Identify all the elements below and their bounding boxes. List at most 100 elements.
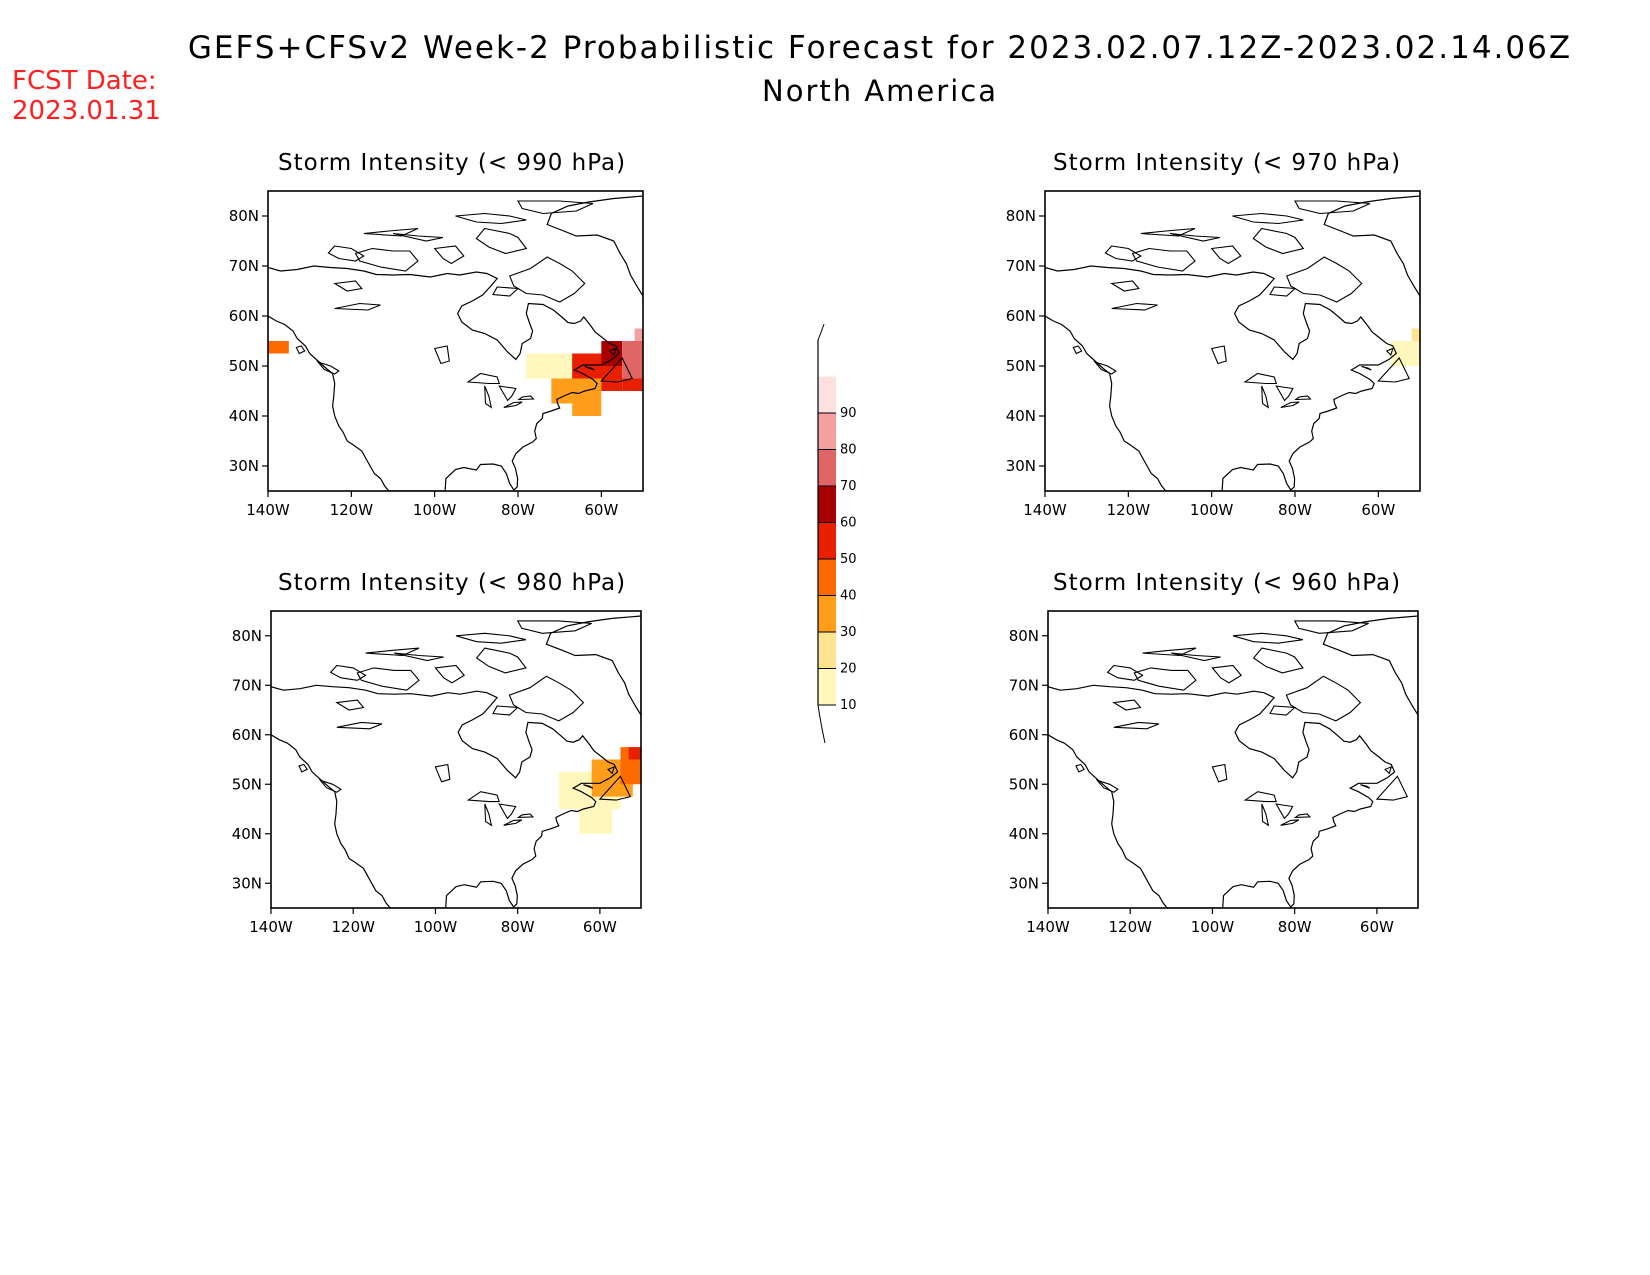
lake-outline — [1294, 395, 1312, 401]
lat-tick-label: 70N — [1006, 257, 1036, 275]
fcst-date-value: 2023.01.31 — [12, 96, 161, 126]
colorbar-top-arrow — [817, 323, 825, 341]
colorbar-label: 20 — [840, 662, 857, 677]
lake-outline — [503, 401, 523, 409]
island-outline — [1285, 675, 1362, 722]
colorbar-segment — [818, 522, 836, 559]
coastline — [268, 265, 621, 491]
panel-title-980: Storm Intensity (< 980 hPa) — [278, 570, 627, 596]
island-outline — [1361, 365, 1372, 371]
probability-cell — [551, 378, 602, 404]
island-outline — [1133, 667, 1197, 691]
lon-tick-label: 120W — [1108, 918, 1152, 936]
island-outline — [394, 652, 444, 662]
colorbar-segment — [818, 413, 836, 450]
island-outline — [584, 365, 595, 371]
lat-tick-label: 60N — [1009, 726, 1039, 744]
island-outline — [1142, 647, 1197, 657]
island-outline — [508, 256, 586, 303]
probability-cell — [628, 747, 641, 760]
fcst-date: FCST Date: 2023.01.31 — [12, 66, 161, 126]
colorbar-label: 70 — [840, 479, 857, 494]
island-outline — [508, 675, 585, 722]
island-outline — [1211, 664, 1243, 684]
lat-tick-label: 50N — [229, 357, 259, 375]
colorbar-segment — [818, 449, 836, 486]
map-panel: 80N 70N 60N 50N 40N 30N 140W 120W 100W 80W 60W — [229, 190, 644, 519]
lake-outline — [433, 345, 450, 365]
lat-tick-label: 60N — [229, 307, 259, 325]
lat-tick-label: 50N — [1006, 357, 1036, 375]
lon-tick-label: 100W — [1191, 918, 1235, 936]
lake-outline — [1280, 401, 1300, 409]
lon-tick-label: 80W — [1278, 501, 1312, 519]
greenland-outline — [546, 195, 643, 304]
panel-title-960: Storm Intensity (< 960 hPa) — [1053, 570, 1402, 596]
main-title: GEFS+CFSv2 Week-2 Probabilistic Forecast… — [187, 30, 1573, 66]
probability-cell — [1411, 328, 1420, 341]
fcst-date-label: FCST Date: — [12, 66, 157, 96]
colorbar-segment — [818, 668, 836, 705]
island-outline — [492, 705, 520, 716]
lon-tick-label: 100W — [1190, 501, 1234, 519]
lake-outline — [1275, 385, 1294, 402]
region-subtitle: North America — [762, 74, 998, 108]
lake-outline — [498, 385, 517, 402]
coastline — [1045, 265, 1398, 491]
map-panel: 80N 70N 60N 50N 40N 30N 140W 120W 100W 80W 60W — [1009, 610, 1419, 936]
island-outline — [1294, 200, 1371, 215]
lake-outline — [1275, 803, 1294, 820]
lon-tick-label: 100W — [414, 918, 458, 936]
lake-outline — [335, 699, 365, 711]
island-outline — [1232, 212, 1304, 225]
map-frame — [1044, 190, 1421, 492]
island-outline — [329, 664, 367, 681]
lon-tick-label: 60W — [584, 501, 618, 519]
island-outline — [1377, 357, 1410, 383]
coastline — [1048, 684, 1396, 908]
lat-tick-label: 30N — [1006, 457, 1036, 475]
island-outline — [1269, 286, 1297, 297]
island-outline — [298, 763, 309, 773]
lake-outline — [1112, 699, 1142, 711]
island-outline — [492, 286, 520, 297]
island-outline — [455, 212, 527, 225]
lon-tick-label: 80W — [501, 501, 535, 519]
island-outline — [517, 200, 594, 215]
lake-outline — [1113, 721, 1160, 730]
island-outline — [1232, 632, 1304, 644]
map-frame — [1047, 610, 1419, 909]
island-outline — [354, 247, 419, 272]
island-outline — [1293, 620, 1369, 634]
lake-outline — [498, 803, 517, 820]
map-frame — [270, 610, 642, 909]
colorbar-label: 10 — [840, 698, 857, 713]
lake-outline — [1243, 791, 1277, 803]
lat-tick-label: 40N — [232, 825, 262, 843]
lake-outline — [1243, 372, 1278, 385]
island-outline — [1384, 765, 1393, 775]
island-outline — [392, 232, 444, 242]
island-outline — [1104, 245, 1142, 262]
probability-cell — [579, 809, 613, 834]
lat-tick-label: 50N — [1009, 775, 1039, 793]
colorbar-segment — [818, 340, 836, 377]
island-outline — [1075, 763, 1086, 773]
island-outline — [1385, 347, 1394, 357]
lake-outline — [334, 302, 381, 311]
colorbar-label: 80 — [840, 443, 857, 458]
lat-tick-label: 70N — [1009, 676, 1039, 694]
lake-outline — [434, 763, 451, 783]
lake-outline — [484, 385, 493, 409]
probability-cell — [572, 403, 602, 416]
island-outline — [356, 667, 420, 691]
island-outline — [1210, 245, 1242, 265]
lon-tick-label: 80W — [501, 918, 535, 936]
map-frame — [267, 190, 644, 492]
lake-outline — [1110, 280, 1140, 292]
greenland-outline — [545, 615, 641, 723]
island-outline — [607, 765, 616, 775]
lon-tick-label: 60W — [1360, 918, 1394, 936]
colorbar-segment — [818, 559, 836, 596]
lon-tick-label: 60W — [583, 918, 617, 936]
